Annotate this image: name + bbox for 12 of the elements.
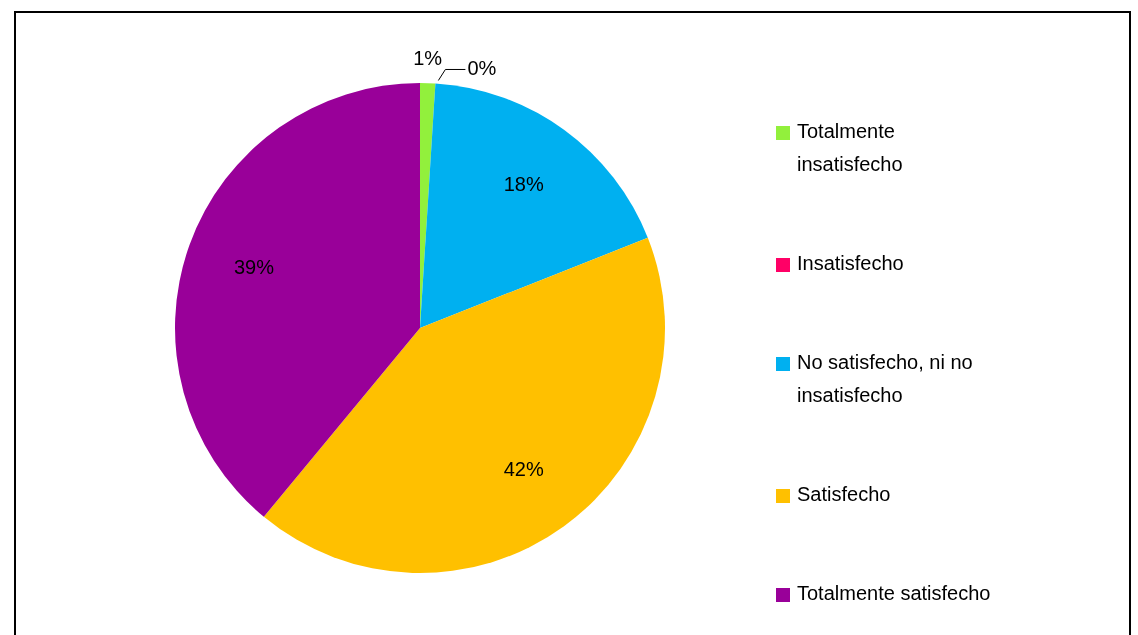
legend-label: Satisfecho xyxy=(797,483,891,506)
data-label: 42% xyxy=(503,457,544,480)
legend-label: Totalmente insatisfecho xyxy=(797,120,903,176)
data-label: 39% xyxy=(234,255,275,278)
legend-label: Totalmente satisfecho xyxy=(797,582,991,605)
legend-label: No satisfecho, ni no insatisfecho xyxy=(797,351,973,407)
legend-label: Insatisfecho xyxy=(797,252,904,275)
data-label: 18% xyxy=(503,172,544,195)
pie-slice xyxy=(420,83,648,328)
text: 0% xyxy=(467,56,497,79)
data-label: 1% xyxy=(413,47,443,70)
pie-slice xyxy=(175,83,420,517)
